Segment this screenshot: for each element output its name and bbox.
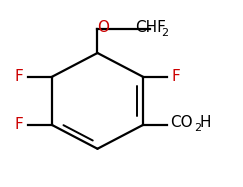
Text: F: F bbox=[15, 69, 24, 84]
Text: 2: 2 bbox=[161, 28, 168, 38]
Text: CHF: CHF bbox=[135, 20, 165, 35]
Text: H: H bbox=[200, 116, 211, 131]
Text: 2: 2 bbox=[194, 123, 201, 133]
Text: F: F bbox=[15, 117, 24, 132]
Text: F: F bbox=[171, 69, 180, 84]
Text: O: O bbox=[97, 20, 110, 35]
Text: CO: CO bbox=[170, 116, 192, 131]
